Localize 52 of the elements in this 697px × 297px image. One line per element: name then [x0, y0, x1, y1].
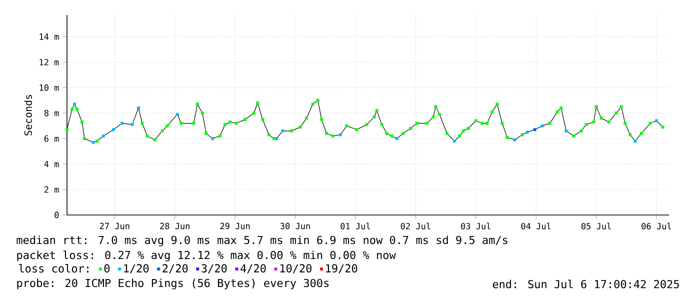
point	[395, 137, 398, 140]
y-tick-label: 6 m	[44, 135, 59, 142]
y-tick-label: 12 m	[40, 58, 59, 66]
y-axis-title: Seconds	[24, 94, 32, 136]
point	[453, 140, 456, 143]
x-tick-label: 27 Jun	[100, 222, 130, 230]
point	[73, 102, 76, 106]
x-tick-label: 01 Jul	[340, 222, 370, 230]
point	[210, 137, 214, 140]
x-tick-label: 04 Jul	[521, 222, 551, 230]
y-tick-label: 4 m	[44, 160, 59, 168]
point	[274, 137, 278, 140]
point	[540, 124, 544, 128]
legend-label: 4/20	[240, 264, 266, 274]
legend-label: 1/20	[124, 264, 149, 274]
point	[513, 138, 516, 142]
point	[634, 140, 637, 143]
y-tick-label: 8 m	[44, 110, 59, 116]
y-tick-label: 0	[54, 212, 59, 218]
legend-label: 0	[104, 264, 110, 272]
x-tick-label: 29 Jun	[220, 222, 250, 230]
x-tick-label: 28 Jun	[160, 222, 190, 230]
point	[130, 123, 134, 126]
point	[92, 140, 95, 144]
x-tick-label: 30 Jun	[280, 222, 310, 230]
point	[281, 129, 284, 132]
y-tick-label: 2 m	[44, 186, 59, 193]
text: median rtt: 7.0 ms avg 9.0 ms max 5.7 ms min 6.9 ms now 0.7 ms sd 9.5 am/s	[16, 236, 508, 246]
x-tick-label: 02 Jul	[400, 222, 430, 230]
point	[654, 119, 658, 122]
point	[112, 128, 115, 132]
legend-label: 2/20	[162, 264, 188, 274]
point	[120, 122, 124, 125]
legend-label: 10/20	[280, 264, 312, 274]
x-tick-label: 05 Jul	[581, 222, 611, 230]
point	[176, 112, 179, 116]
y-tick-label: 10 m	[40, 84, 59, 91]
point	[533, 128, 536, 132]
point	[136, 106, 140, 110]
x-tick-label: 03 Jul	[461, 222, 490, 230]
legend-label: 19/20	[326, 264, 358, 274]
legend-label: 3/20	[202, 264, 227, 274]
point	[526, 130, 529, 134]
point	[338, 133, 342, 136]
text: probe: 20 ICMP Echo Pings (56 Bytes) every 300s	[17, 278, 329, 290]
x-tick-label: 06 Jul	[642, 222, 671, 230]
y-tick-label: 14 m	[40, 34, 59, 40]
text: packet loss: 0.27 % avg 12.12 % max 0.00 % min 0.00 % now	[17, 250, 396, 262]
legend-title: loss color:	[19, 264, 88, 273]
point	[564, 129, 568, 132]
text: end: Sun Jul 6 17:00:42 2025	[492, 280, 679, 288]
point	[102, 134, 105, 138]
